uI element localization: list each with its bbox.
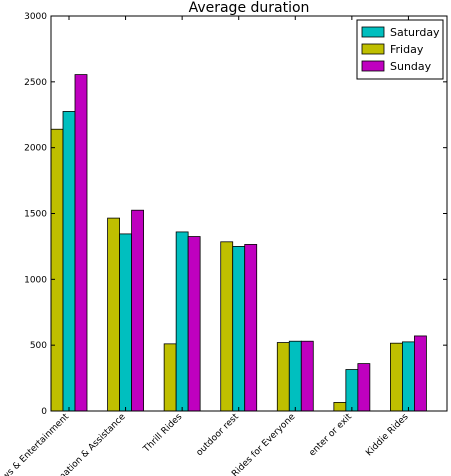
bar-saturday-3 (232, 246, 246, 412)
legend-label-sunday: Sunday (390, 60, 432, 73)
legend-label-saturday: Saturday (390, 26, 440, 39)
bar-sunday-2 (187, 236, 201, 412)
bar-friday-2 (163, 343, 177, 412)
bar-saturday-0 (62, 111, 76, 412)
legend: Saturday Friday Sunday (356, 19, 444, 80)
plot-frame (50, 15, 448, 412)
x-tick-label: Thrill Rides (141, 412, 184, 455)
bar-saturday-5 (345, 369, 359, 412)
y-tick-label: 2500 (24, 78, 47, 88)
bar-sunday-6 (414, 335, 427, 412)
legend-swatch-sunday (361, 60, 385, 72)
legend-swatch-saturday (361, 26, 385, 38)
bar-friday-4 (276, 342, 290, 412)
legend-swatch-friday (361, 43, 385, 55)
bar-sunday-0 (74, 74, 88, 412)
y-tick-label: 1500 (24, 210, 47, 220)
legend-label-friday: Friday (390, 43, 424, 56)
y-tick-label: 500 (30, 341, 47, 351)
bar-friday-1 (107, 217, 120, 412)
bar-saturday-2 (175, 231, 189, 412)
x-tick-label: outdoor rest (195, 412, 241, 458)
bar-friday-3 (220, 241, 234, 412)
bar-saturday-6 (402, 341, 415, 412)
x-tick-label: enter or exit (308, 412, 355, 459)
bar-friday-5 (333, 402, 347, 412)
bar-sunday-5 (357, 363, 371, 412)
y-tick-label: 2000 (24, 144, 47, 154)
bar-sunday-3 (244, 244, 258, 412)
bar-saturday-1 (119, 233, 132, 412)
x-tick-label: Rides for Everyone (230, 412, 298, 476)
chart-title: Average duration (189, 0, 310, 16)
bar-saturday-4 (288, 340, 302, 412)
y-tick-label: 0 (41, 407, 47, 417)
y-axis: 0 500 1000 1500 2000 2500 3000 (24, 12, 447, 417)
bars-group (50, 74, 427, 412)
bar-friday-6 (390, 342, 403, 412)
x-tick-label: Kiddie Rides (364, 412, 410, 458)
bar-friday-0 (50, 128, 64, 412)
bar-sunday-4 (300, 340, 314, 412)
x-tick-label: Shows & Entertainment (0, 412, 71, 476)
y-tick-label: 1000 (24, 275, 47, 285)
y-tick-label: 3000 (24, 12, 47, 22)
bar-sunday-1 (131, 209, 144, 412)
